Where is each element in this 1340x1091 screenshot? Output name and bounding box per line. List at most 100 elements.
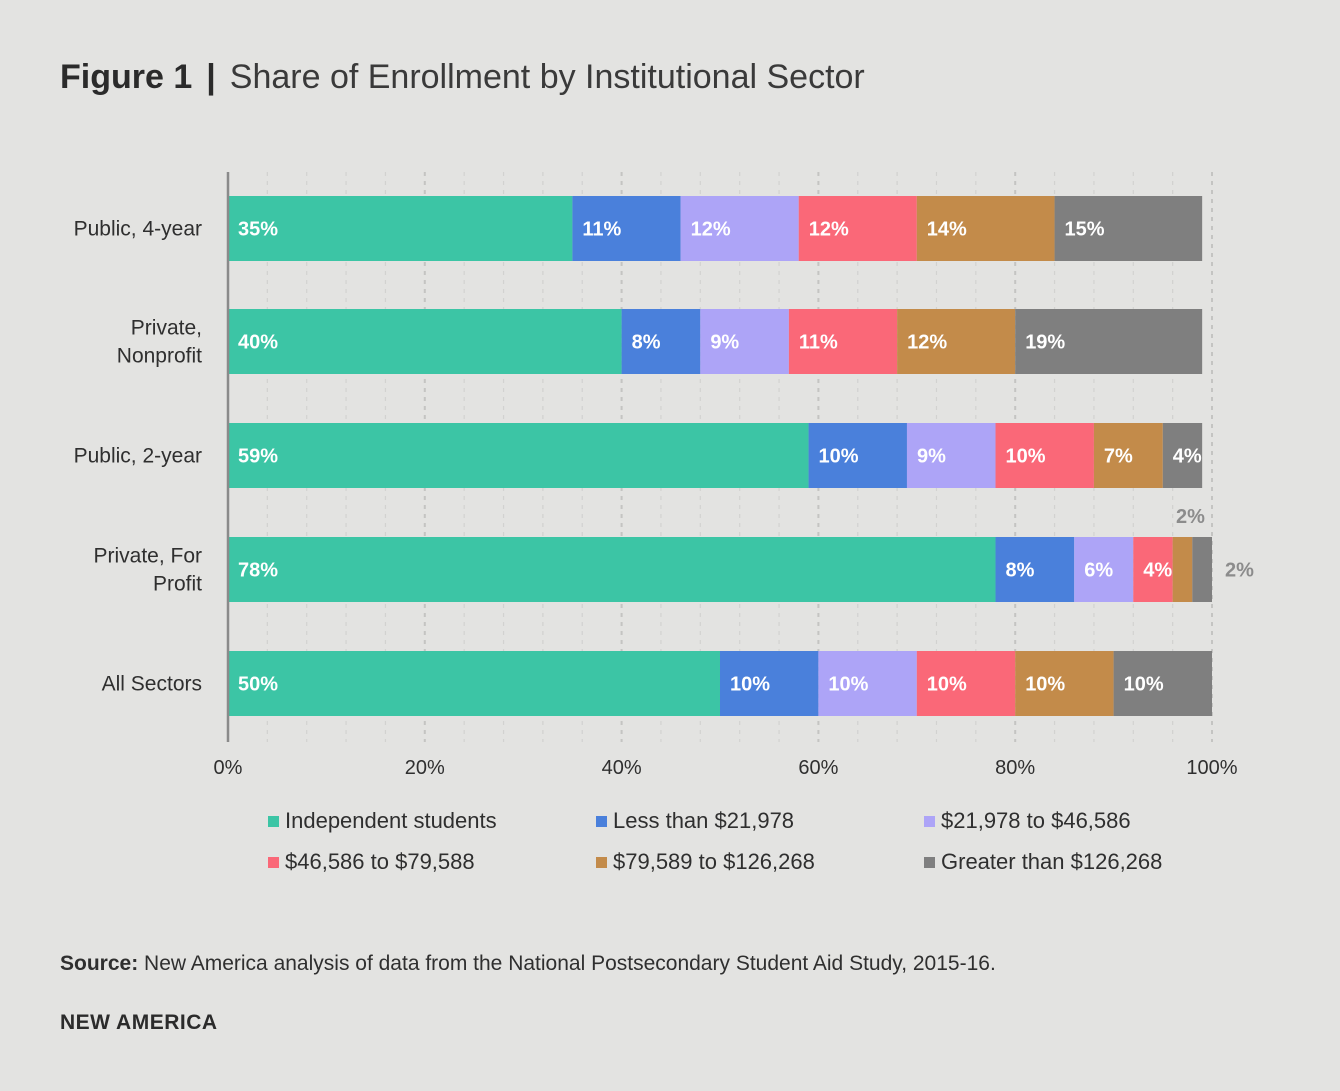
legend-item: Greater than $126,268 <box>924 849 1162 875</box>
bar-data-label: 15% <box>1065 219 1105 241</box>
bar-data-label: 7% <box>1104 446 1133 468</box>
x-tick-labels: 0% 20% 40% 60% 80% 100% <box>214 757 1238 779</box>
source-text: New America analysis of data from the Na… <box>144 952 996 975</box>
bar-data-label: 12% <box>907 332 947 354</box>
category-labels: Public, 4-year Private, Nonprofit Public, 2… <box>74 218 203 696</box>
bar-data-label: 8% <box>1006 560 1035 582</box>
title-separator: | <box>206 58 216 96</box>
x-tick-label: 0% <box>214 757 243 779</box>
bar-data-label: 6% <box>1084 560 1113 582</box>
bar-data-label: 12% <box>691 219 731 241</box>
source-label: Source: <box>60 952 139 975</box>
bar-data-label: 10% <box>730 674 770 696</box>
legend-item: $46,586 to $79,588 <box>268 849 475 875</box>
bar-segment <box>228 537 996 602</box>
bar-data-label: 19% <box>1025 332 1065 354</box>
legend-label: Greater than $126,268 <box>941 849 1163 874</box>
bar-segment <box>228 651 720 716</box>
title-text: Share of Enrollment by Institutional Sec… <box>229 58 865 96</box>
legend-swatch <box>268 815 279 827</box>
bar-segment <box>808 423 907 488</box>
category-label: Private, For <box>93 545 202 568</box>
legend-item: $21,978 to $46,586 <box>924 808 1131 834</box>
bar-data-label: 35% <box>238 219 278 241</box>
bar-segment <box>680 196 799 261</box>
category-label: Profit <box>153 573 202 596</box>
bar-segment <box>572 196 681 261</box>
bar-data-label: 14% <box>927 219 967 241</box>
legend-label: $21,978 to $46,586 <box>941 808 1131 833</box>
category-label: Public, 2-year <box>74 445 202 468</box>
bar-data-label: 10% <box>828 674 868 696</box>
legend-label: $46,586 to $79,588 <box>285 849 475 874</box>
bar-data-label: 10% <box>819 446 859 468</box>
bar-data-label: 40% <box>238 332 278 354</box>
source-note: Source: New America analysis of data fro… <box>60 952 996 976</box>
bar-segment <box>700 309 789 374</box>
bar-segment <box>1113 651 1212 716</box>
bar-data-label-outside: 2% <box>1225 560 1254 582</box>
x-tick-label: 40% <box>602 757 642 779</box>
bar-segment <box>995 423 1094 488</box>
x-tick-label: 20% <box>405 757 445 779</box>
bar-segment <box>1172 537 1193 602</box>
legend-item: Less than $21,978 <box>596 808 794 834</box>
bar-data-label: 10% <box>1025 674 1065 696</box>
bar-segment <box>1015 309 1203 374</box>
category-label: Nonprofit <box>117 345 202 368</box>
bar-segment <box>916 196 1055 261</box>
bar-segment <box>720 651 819 716</box>
bar-data-label: 4% <box>1173 446 1202 468</box>
legend-label: Independent students <box>285 808 497 833</box>
legend-swatch <box>924 856 935 868</box>
bar-segment <box>906 423 996 488</box>
bar-data-label: 10% <box>1124 674 1164 696</box>
bar-segment <box>228 196 573 261</box>
chart-title: Figure 1 | Share of Enrollment by Institut… <box>60 58 865 97</box>
legend-item: Independent students <box>268 808 497 834</box>
bars: 35% 11% 12% 12% 14% 15% 40% 8% 9% 11% 12% 19% 59% 10%… <box>228 196 1254 716</box>
bar-segment <box>916 651 1016 716</box>
bar-segment <box>1133 537 1173 602</box>
bar-data-label: 59% <box>238 446 278 468</box>
bar-segment <box>897 309 1016 374</box>
x-tick-label: 100% <box>1186 757 1237 779</box>
bar-segment <box>621 309 701 374</box>
bar-data-label: 9% <box>710 332 739 354</box>
bar-data-label: 10% <box>1006 446 1046 468</box>
legend-swatch <box>596 815 607 827</box>
legend-label: $79,589 to $126,268 <box>613 849 815 874</box>
bar-segment <box>798 196 917 261</box>
bar-data-label: 11% <box>799 332 838 354</box>
bar-segment <box>1162 423 1203 488</box>
x-tick-label: 80% <box>995 757 1035 779</box>
bar-segment <box>1192 537 1212 602</box>
bar-segment <box>818 651 917 716</box>
bar-data-label: 50% <box>238 674 278 696</box>
bar-data-label: 78% <box>238 560 278 582</box>
bar-data-label: 8% <box>632 332 661 354</box>
brand-logo: NEW AMERICA <box>60 1011 218 1034</box>
legend-label: Less than $21,978 <box>613 808 795 833</box>
bar-segment <box>1074 537 1134 602</box>
bar-data-label: 12% <box>809 219 849 241</box>
category-label: Public, 4-year <box>74 218 202 241</box>
bar-data-label-outside: 2% <box>1176 506 1205 528</box>
category-label: Private, <box>131 317 202 340</box>
bar-segment <box>1054 196 1203 261</box>
bar-segment <box>788 309 898 374</box>
legend-swatch <box>596 856 607 868</box>
category-label: All Sectors <box>102 673 202 696</box>
stacked-bar-chart: 35% 11% 12% 12% 14% 15% 40% 8% 9% 11% 12% 19% 59% 10%… <box>74 172 1254 779</box>
legend-item: $79,589 to $126,268 <box>596 849 815 875</box>
legend-swatch <box>268 856 279 868</box>
figure-number: Figure 1 <box>60 58 193 96</box>
legend-swatch <box>924 815 935 827</box>
bar-data-label: 4% <box>1143 560 1172 582</box>
bar-data-label: 11% <box>582 219 621 241</box>
bar-segment <box>228 309 622 374</box>
bar-data-label: 9% <box>917 446 946 468</box>
bar-segment <box>1093 423 1163 488</box>
x-tick-label: 60% <box>798 757 838 779</box>
bar-data-label: 10% <box>927 674 967 696</box>
